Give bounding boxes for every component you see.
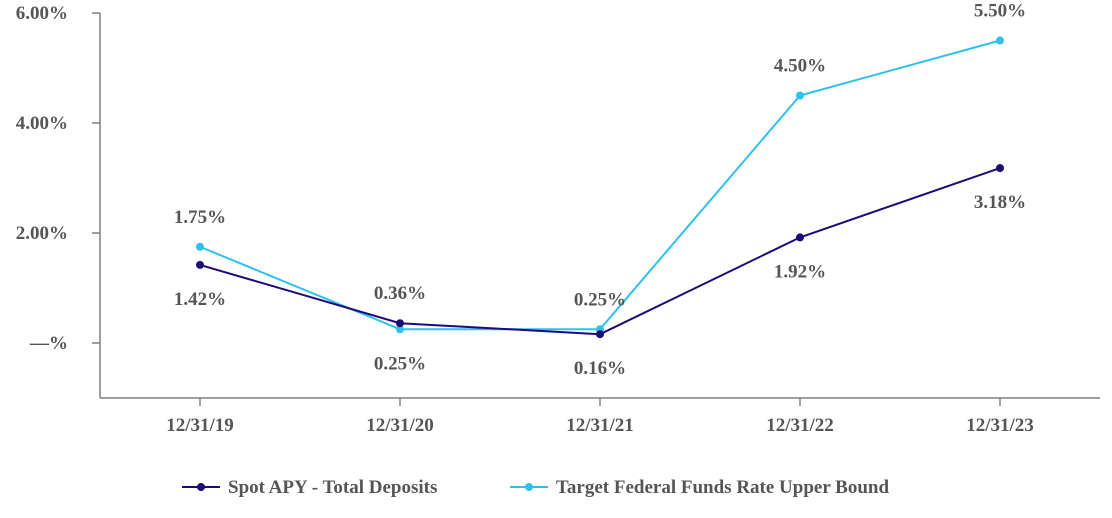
data-point <box>196 260 204 269</box>
data-label: 0.25% <box>374 353 426 374</box>
data-label: 4.50% <box>774 56 826 77</box>
y-tick-label: 6.00% <box>16 3 68 24</box>
data-label: 5.50% <box>974 1 1026 22</box>
data-label: 0.16% <box>574 358 626 379</box>
data-label: 1.75% <box>174 207 226 228</box>
x-tick-label: 12/31/21 <box>566 415 634 436</box>
chart-axes <box>99 13 1100 399</box>
y-tick-label: 2.00% <box>16 223 68 244</box>
legend-label: Target Federal Funds Rate Upper Bound <box>556 477 889 498</box>
y-tick-label: 4.00% <box>16 113 68 134</box>
data-point <box>796 233 804 242</box>
legend-label: Spot APY - Total Deposits <box>228 477 437 498</box>
data-label: 1.92% <box>774 261 826 282</box>
data-point <box>196 242 204 251</box>
x-tick-label: 12/31/23 <box>966 415 1034 436</box>
series-points <box>196 36 1004 339</box>
x-axis-ticks: 12/31/19 12/31/20 12/31/21 12/31/22 12/31/23 <box>166 398 1034 436</box>
data-label: 1.42% <box>174 289 226 310</box>
data-label: 3.18% <box>974 192 1026 213</box>
series-line-1 <box>199 39 1001 331</box>
legend-swatch-marker <box>525 483 533 491</box>
data-point <box>396 325 404 334</box>
data-point <box>596 330 604 339</box>
data-label: 0.36% <box>374 283 426 304</box>
data-point <box>796 91 804 100</box>
data-point <box>996 164 1004 173</box>
data-point <box>396 319 404 328</box>
y-tick-label: —% <box>29 333 68 354</box>
x-tick-label: 12/31/20 <box>366 415 434 436</box>
x-tick-label: 12/31/22 <box>766 415 834 436</box>
data-point <box>996 36 1004 45</box>
legend-swatch-marker <box>197 483 205 491</box>
y-axis-ticks: 6.00% 4.00% 2.00% —% <box>16 3 100 354</box>
x-tick-label: 12/31/19 <box>166 415 234 436</box>
chart-legend: Spot APY - Total Deposits Target Federal … <box>182 477 889 498</box>
data-label: 0.25% <box>574 289 626 310</box>
data-labels: 1.42% 0.36% 0.16% 1.92% 3.18% 1.75% 0.25% 0.25%… <box>174 1 1026 380</box>
